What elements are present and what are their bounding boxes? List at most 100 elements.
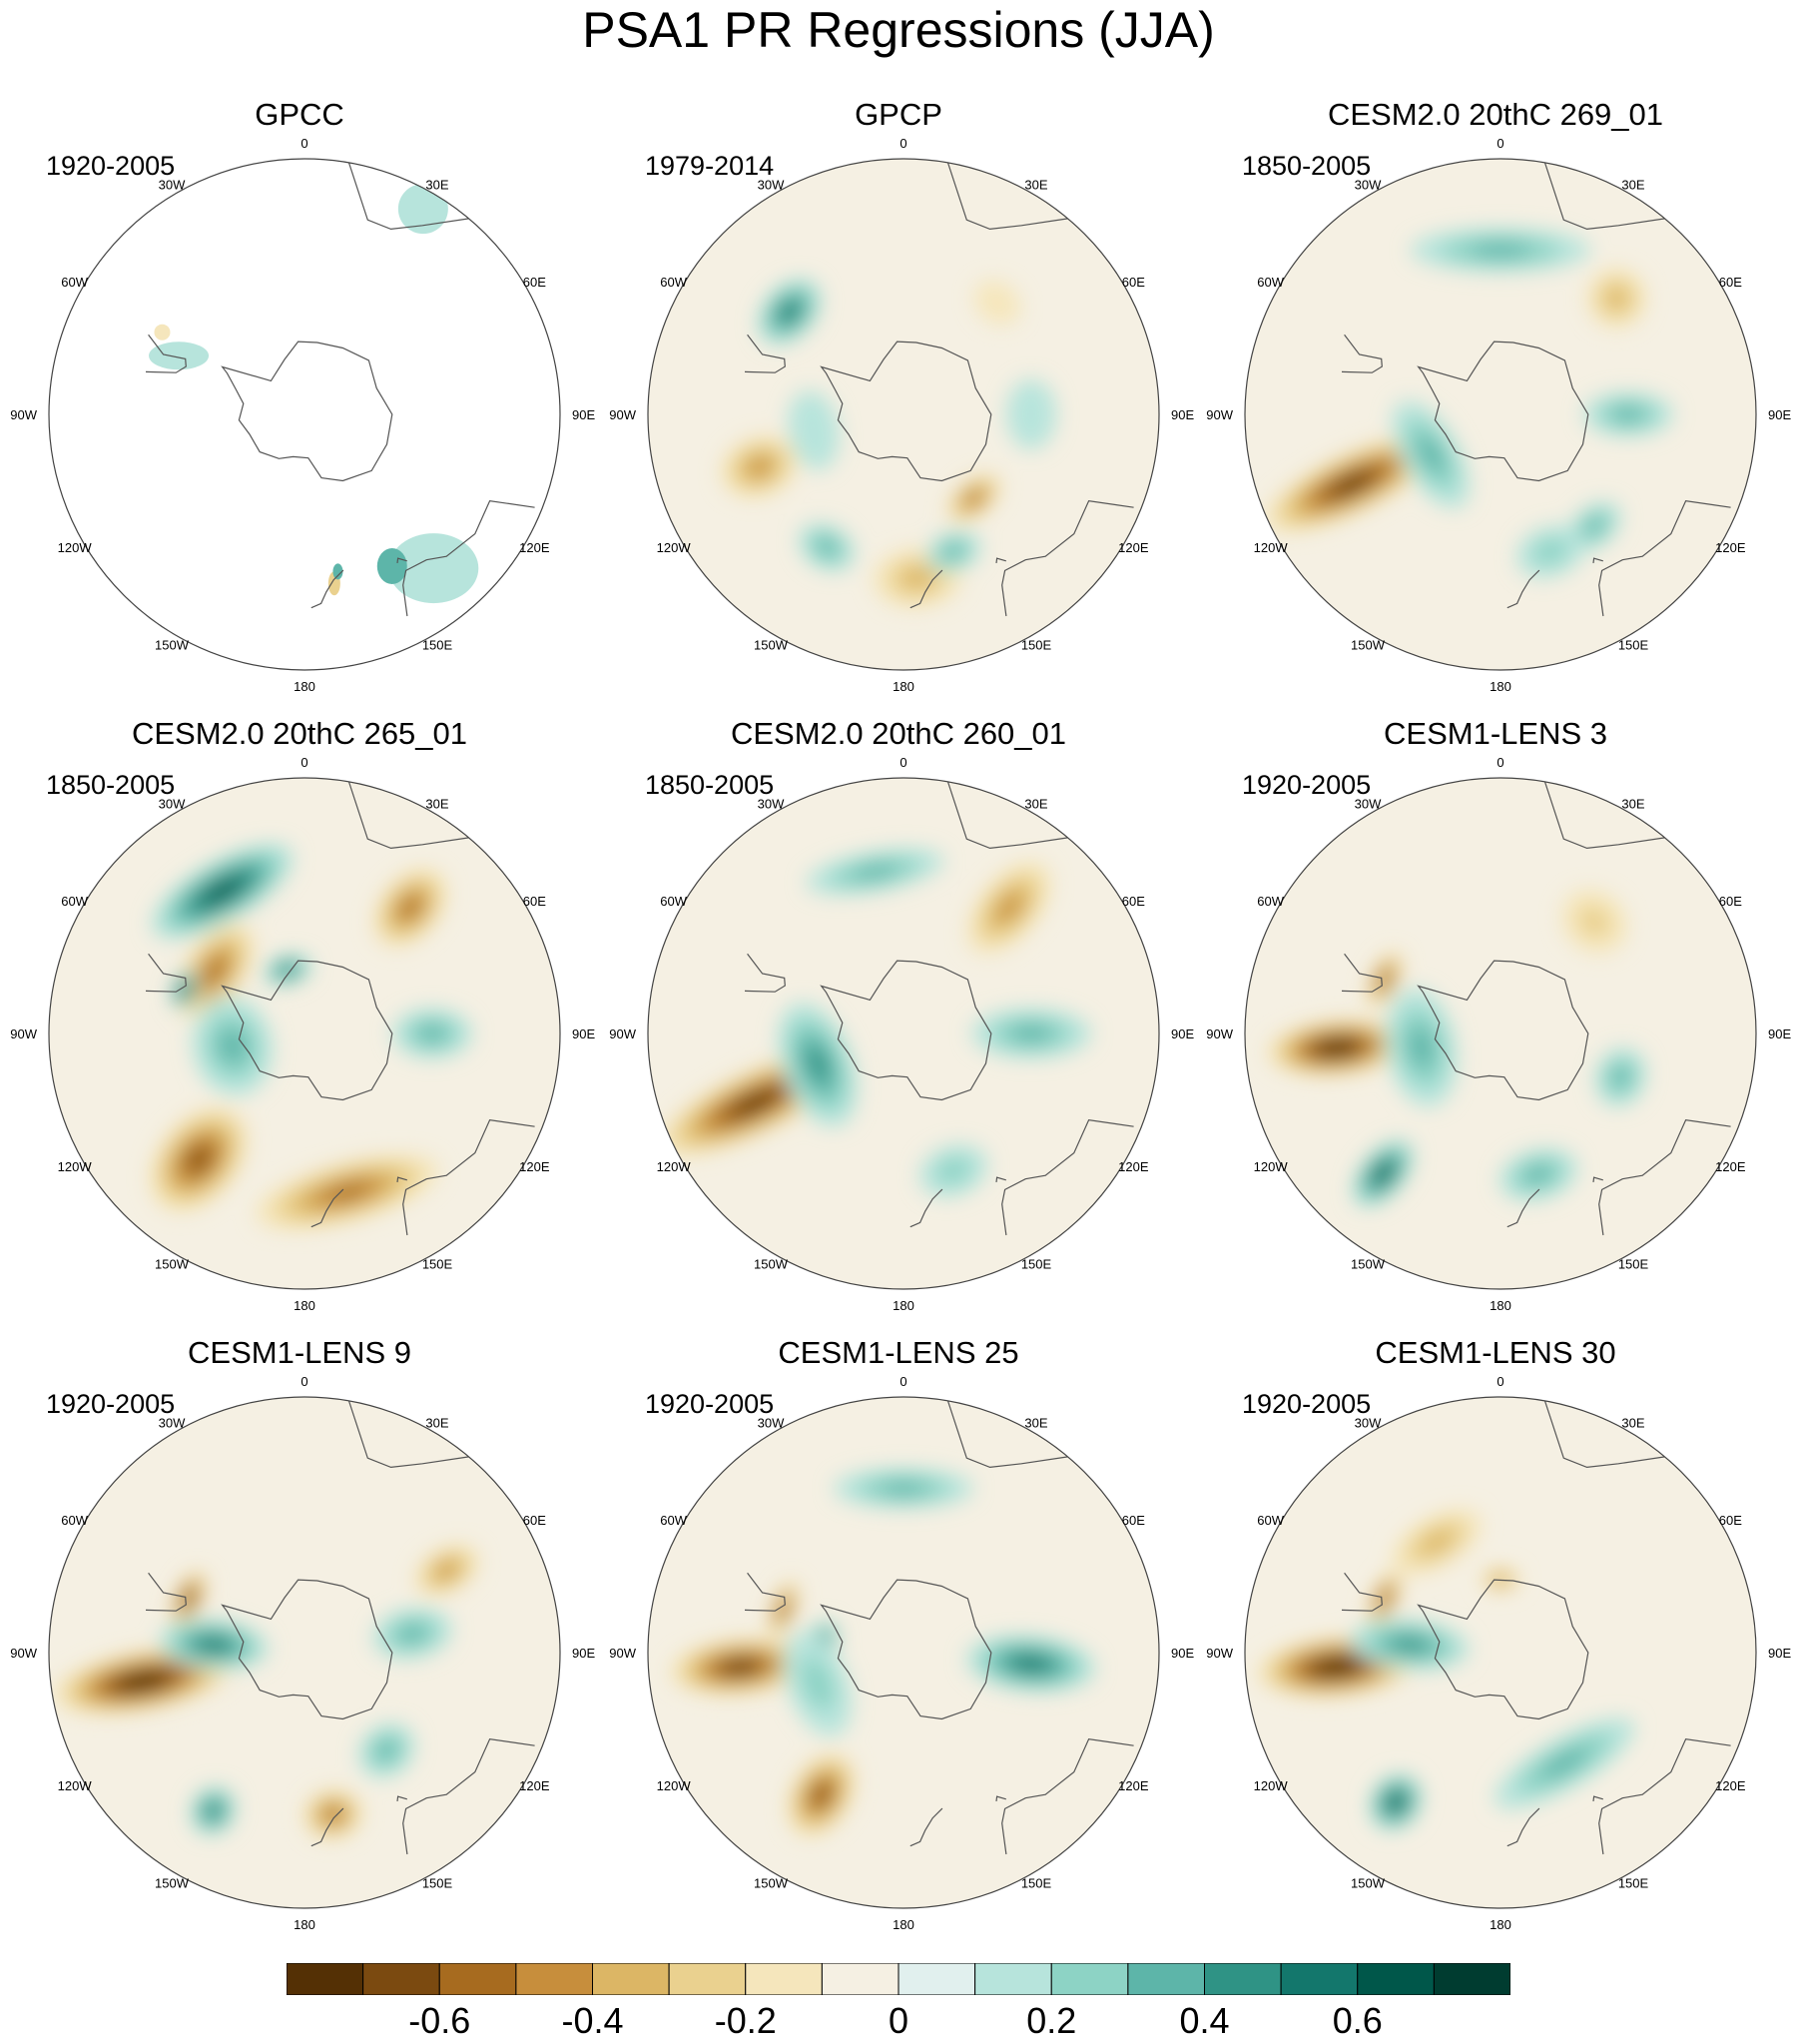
longitude-label: 120W bbox=[657, 540, 692, 555]
panel-period: 1850-2005 bbox=[46, 770, 176, 800]
coastline bbox=[402, 1118, 535, 1236]
longitude-label: 60E bbox=[1122, 1513, 1145, 1528]
longitude-label: 150W bbox=[754, 1256, 789, 1271]
map-border bbox=[1244, 158, 1757, 671]
colorbar-tick-label: 0.6 bbox=[1332, 2000, 1383, 2041]
longitude-label: 180 bbox=[294, 1298, 315, 1313]
coastline bbox=[347, 162, 469, 231]
coastline bbox=[995, 557, 1006, 563]
longitude-label: 150W bbox=[754, 1875, 789, 1890]
longitude-label: 30E bbox=[425, 1416, 448, 1431]
anomaly-contour bbox=[202, 1639, 225, 1651]
longitude-label: 30E bbox=[1621, 797, 1644, 812]
anomaly-contour bbox=[1327, 1663, 1348, 1672]
coastline bbox=[1598, 1737, 1731, 1855]
anomaly-contour bbox=[1328, 1043, 1346, 1051]
longitude-label: 120W bbox=[1254, 1159, 1289, 1174]
coastline bbox=[145, 953, 187, 993]
colorbar-swatch bbox=[668, 1963, 747, 1995]
polar-map: 0 30E 60E 90E 120E 150E 180 150W 120W 90W 60W 30W bbox=[609, 136, 1194, 694]
panel-period: 1920-2005 bbox=[46, 151, 176, 181]
panel-title: CESM2.0 20thC 265_01 bbox=[131, 716, 468, 751]
longitude-label: 30W bbox=[1355, 797, 1382, 812]
longitude-label: 30W bbox=[159, 178, 186, 193]
longitude-label: 150W bbox=[155, 1875, 190, 1890]
longitude-label: 150E bbox=[1618, 1256, 1649, 1271]
longitude-label: 60W bbox=[1257, 894, 1284, 909]
anomaly-contour bbox=[968, 493, 979, 503]
coastline bbox=[1001, 1737, 1134, 1855]
map-background bbox=[1245, 1397, 1756, 1908]
colorbar-swatch bbox=[898, 1963, 976, 1995]
colorbar bbox=[287, 1963, 1510, 1995]
colorbar-swatch bbox=[745, 1963, 823, 1995]
coastline bbox=[1341, 334, 1383, 373]
colorbar-swatch bbox=[287, 1963, 364, 1995]
longitude-label: 120W bbox=[58, 1159, 93, 1174]
longitude-label: 60E bbox=[1719, 1513, 1742, 1528]
coastline bbox=[145, 334, 187, 373]
colorbar-swatch bbox=[1280, 1963, 1359, 1995]
coastline bbox=[1598, 499, 1731, 617]
coastline bbox=[1506, 1807, 1540, 1847]
map-border bbox=[647, 158, 1160, 671]
longitude-label: 90W bbox=[609, 1646, 636, 1661]
longitude-label: 30W bbox=[159, 1416, 186, 1431]
longitude-label: 30E bbox=[1024, 1416, 1047, 1431]
anomaly-contour bbox=[1471, 243, 1530, 258]
panel-period: 1920-2005 bbox=[645, 1389, 775, 1419]
anomaly-contour bbox=[210, 883, 235, 900]
anomaly-contour bbox=[1611, 1066, 1629, 1087]
longitude-label: 90E bbox=[572, 1646, 595, 1661]
colorbar-swatch bbox=[515, 1963, 593, 1995]
anomaly-contour bbox=[326, 1809, 339, 1820]
data-patch bbox=[397, 184, 448, 235]
anomaly-contour bbox=[880, 1481, 927, 1496]
anomaly-contour bbox=[815, 1787, 828, 1802]
coastline bbox=[1592, 1795, 1603, 1801]
polar-map: 0 30E 60E 90E 120E 150E 180 150W 120W 90W 60W 30W bbox=[10, 755, 595, 1313]
figure-title: PSA1 PR Regressions (JJA) bbox=[582, 2, 1215, 58]
map-panel: CESM2.0 20thC 260_01 1850-2005 0 30E 60E 90E 1… bbox=[599, 714, 1198, 1333]
anomaly-contour bbox=[998, 896, 1020, 920]
coastline bbox=[1001, 1118, 1134, 1236]
anomaly-contour bbox=[781, 1604, 787, 1614]
antarctica-coastline bbox=[1417, 960, 1589, 1101]
longitude-label: 60W bbox=[1257, 275, 1284, 290]
longitude-label: 150W bbox=[1351, 637, 1386, 652]
map-panel: CESM1-LENS 3 1920-2005 0 30E 60E 90E 120E 150E 1… bbox=[1196, 714, 1795, 1333]
longitude-label: 150E bbox=[1618, 1875, 1649, 1890]
anomaly-contour bbox=[191, 1150, 208, 1168]
polar-map: 0 30E 60E 90E 120E 150E 180 150W 120W 90W 60W 30W bbox=[609, 1374, 1194, 1932]
anomaly-contour bbox=[1524, 1165, 1551, 1184]
longitude-label: 0 bbox=[1497, 1374, 1503, 1389]
longitude-label: 150E bbox=[1021, 1256, 1052, 1271]
antarctica-coastline bbox=[221, 1579, 393, 1720]
anomaly-contour bbox=[1391, 1797, 1401, 1807]
colorbar-tick-label: 0 bbox=[888, 2000, 909, 2041]
longitude-label: 180 bbox=[1490, 1917, 1511, 1932]
coastline bbox=[1001, 499, 1134, 617]
longitude-label: 60E bbox=[523, 275, 546, 290]
longitude-label: 120W bbox=[58, 540, 93, 555]
longitude-label: 120E bbox=[1715, 1778, 1746, 1793]
longitude-label: 150E bbox=[422, 1875, 453, 1890]
colorbar-swatch bbox=[438, 1963, 517, 1995]
longitude-label: 30E bbox=[1024, 797, 1047, 812]
longitude-label: 120E bbox=[1118, 1159, 1149, 1174]
map-border bbox=[1244, 1396, 1757, 1909]
colorbar-tick-label: 0.2 bbox=[1026, 2000, 1077, 2041]
longitude-label: 150W bbox=[1351, 1256, 1386, 1271]
longitude-label: 30E bbox=[1024, 178, 1047, 193]
anomaly-contour bbox=[186, 1594, 192, 1603]
map-panel: CESM1-LENS 25 1920-2005 0 30E 60E 90E 120E 150E… bbox=[599, 1333, 1198, 1952]
anomaly-contour bbox=[418, 1024, 446, 1042]
longitude-label: 0 bbox=[300, 1374, 307, 1389]
coastline bbox=[909, 569, 943, 609]
longitude-label: 0 bbox=[899, 136, 906, 151]
anomaly-contour bbox=[207, 961, 224, 981]
coastline bbox=[310, 1807, 344, 1847]
longitude-label: 120W bbox=[1254, 540, 1289, 555]
map-border bbox=[48, 1396, 561, 1909]
map-border bbox=[48, 777, 561, 1290]
